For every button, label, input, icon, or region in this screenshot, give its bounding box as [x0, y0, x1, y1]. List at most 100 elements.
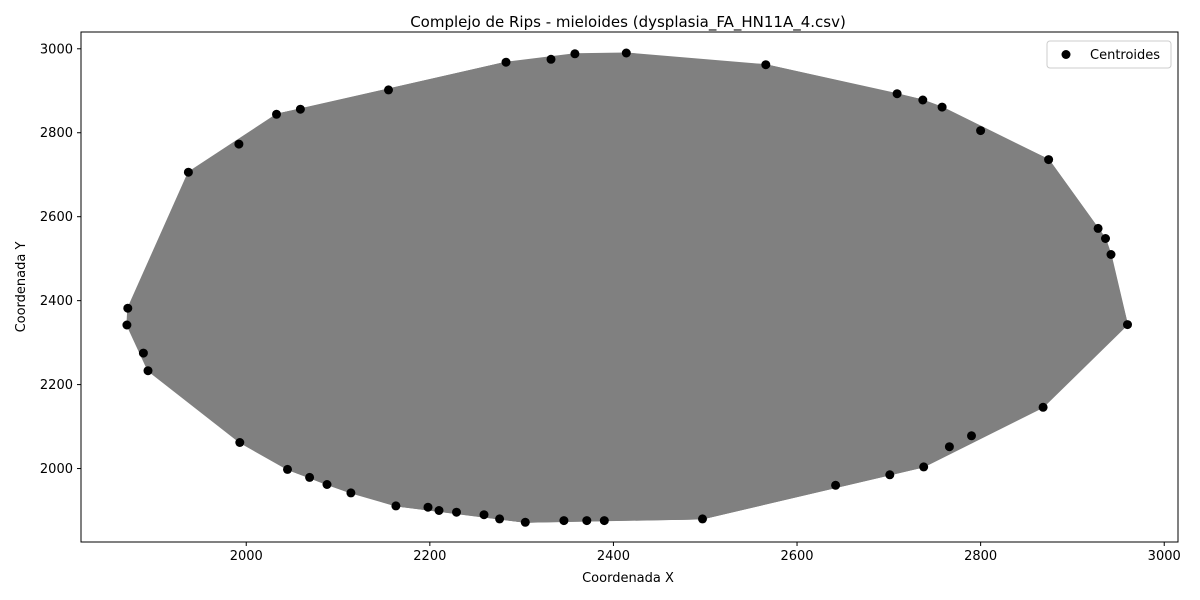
- centroid-point: [1093, 223, 1103, 233]
- complex-edge: [574, 52, 627, 55]
- centroid-point: [452, 507, 461, 517]
- x-axis-label: Coordenada X: [582, 571, 674, 586]
- complex-edge: [702, 130, 982, 520]
- complex-edge: [499, 99, 924, 520]
- complex-edge: [889, 159, 1050, 476]
- complex-edge: [126, 227, 1099, 326]
- x-tick-label: 2600: [780, 549, 813, 564]
- complex-edge: [438, 227, 1099, 511]
- axes-frame: [80, 31, 1179, 543]
- complex-edge: [427, 93, 898, 508]
- complex-edge: [922, 99, 1044, 408]
- centroid-point: [831, 480, 841, 490]
- legend: Centroides: [1046, 40, 1172, 69]
- complex-edge: [765, 64, 1112, 255]
- centroid-point: [1044, 155, 1054, 165]
- complex-edge: [276, 93, 898, 115]
- chart-title: Complejo de Rips - mieloides (dysplasia_…: [410, 13, 846, 32]
- centroid-point: [761, 60, 771, 70]
- y-tick-label: 3000: [40, 42, 73, 57]
- x-tick-label: 3000: [1148, 549, 1181, 564]
- centroid-point: [1038, 402, 1048, 412]
- complex-edge: [563, 227, 1099, 522]
- complex-edge: [143, 99, 923, 354]
- complex-edge: [1042, 228, 1099, 408]
- complex-edge: [586, 446, 950, 522]
- complex-edge: [456, 64, 767, 513]
- complex-edge: [499, 254, 1112, 520]
- complex-edge: [505, 61, 898, 95]
- complex-edge: [238, 93, 898, 145]
- centroid-point: [698, 514, 707, 524]
- complex-edge: [143, 64, 767, 354]
- complex-edge: [326, 64, 767, 485]
- complex-edge: [525, 159, 1049, 523]
- complex-edge: [126, 324, 144, 354]
- complex-edge: [702, 106, 943, 520]
- complex-edge: [147, 227, 1099, 372]
- complex-edge: [550, 59, 837, 486]
- complex-edge: [765, 64, 1106, 239]
- complex-edge: [941, 106, 1128, 325]
- centroid-point: [1106, 250, 1116, 259]
- complex-edge: [889, 254, 1112, 476]
- centroid-point: [559, 516, 569, 526]
- centroid-point: [391, 501, 401, 511]
- centroid-point: [384, 85, 393, 95]
- complex-edge: [388, 89, 898, 95]
- complex-edge: [948, 238, 1106, 447]
- complex-edge: [923, 130, 982, 467]
- complex-edge: [586, 64, 767, 521]
- complex-edge: [971, 228, 1099, 437]
- complex-edge: [395, 106, 943, 507]
- complex-edge: [239, 99, 924, 443]
- complex-edge: [438, 159, 1049, 511]
- complex-edge: [524, 93, 898, 523]
- complex-edge: [143, 159, 1049, 354]
- y-axis-label: Coordenada Y: [14, 242, 29, 333]
- complex-edge: [574, 53, 972, 437]
- complex-edge: [238, 143, 1106, 239]
- complex-edge: [238, 143, 1099, 229]
- complex-edge: [127, 307, 924, 468]
- centroid-point: [272, 109, 281, 119]
- y-tick-label: 2800: [40, 126, 73, 141]
- complex-edge: [889, 466, 924, 476]
- plot-area: [122, 48, 1132, 527]
- complex-edge: [438, 53, 576, 511]
- centroid-point: [138, 348, 148, 358]
- complex-edge: [499, 93, 898, 520]
- centroid-point: [937, 102, 947, 112]
- complex-edge: [276, 64, 766, 115]
- complex-edge: [980, 130, 1044, 408]
- complex-edge: [941, 107, 950, 447]
- complex-edge: [765, 64, 925, 468]
- complex-edge: [143, 352, 703, 520]
- complex-edge: [326, 227, 1099, 485]
- centroid-point: [892, 89, 902, 99]
- complex-edge: [586, 324, 1128, 522]
- complex-edge: [922, 99, 925, 467]
- complex-edge: [765, 64, 1049, 161]
- complex-edge: [889, 99, 924, 475]
- complex-edge: [287, 324, 1128, 470]
- complex-edge: [702, 324, 1128, 520]
- centroid-point: [346, 488, 356, 498]
- complex-edge: [604, 238, 1106, 522]
- complex-edge: [980, 130, 1112, 255]
- complex-edge: [1042, 324, 1128, 408]
- centroid-point: [295, 104, 305, 114]
- complex-edge: [896, 93, 950, 447]
- complex-edge: [889, 324, 1128, 476]
- centroid-point: [122, 320, 132, 330]
- complex-edge: [350, 406, 1044, 494]
- complex-edge: [505, 58, 552, 63]
- legend-label-centroides: Centroides: [1090, 48, 1160, 63]
- complex-edge: [702, 99, 924, 520]
- complex-edge: [971, 324, 1128, 437]
- complex-edge: [948, 130, 982, 447]
- complex-edge: [835, 93, 898, 486]
- complex-edge: [604, 324, 1128, 522]
- complex-edge: [126, 324, 1044, 408]
- complex-edge: [922, 99, 1128, 325]
